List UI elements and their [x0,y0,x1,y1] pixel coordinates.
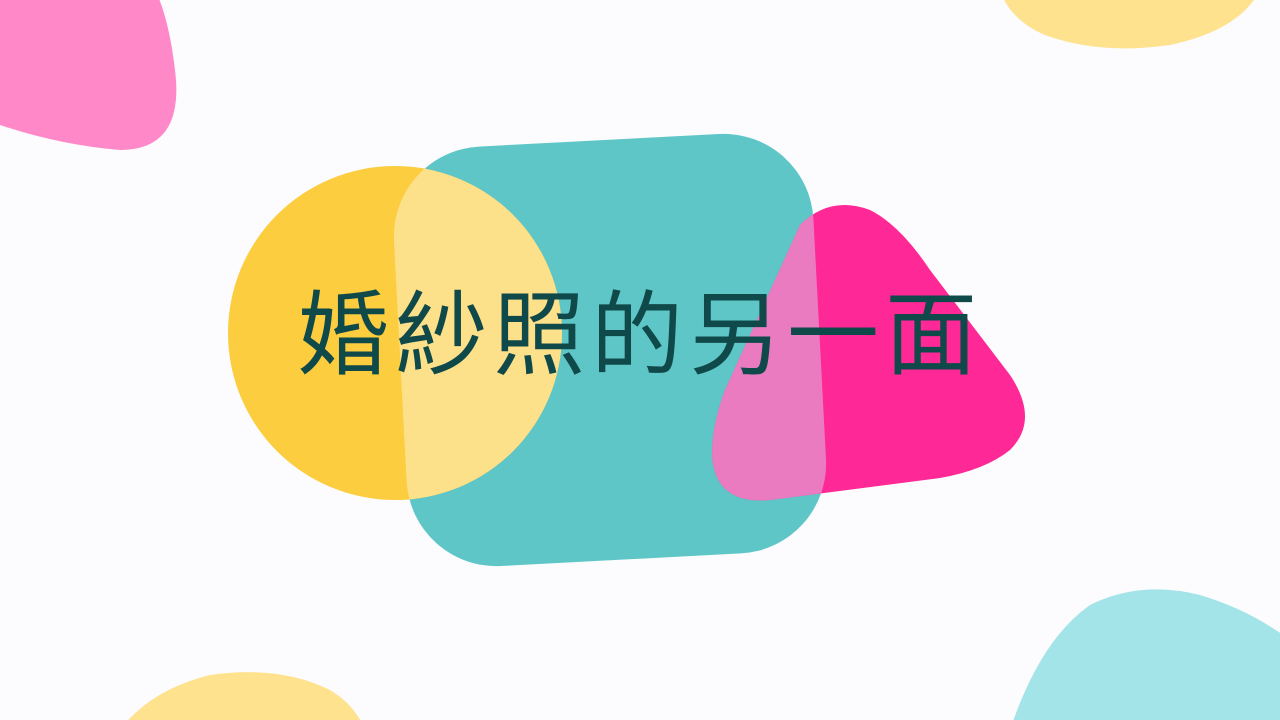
page-title: 婚紗照的另一面 [296,282,983,389]
yellow-top-right-shape [1004,0,1254,49]
pink-triangle-shape [0,0,177,150]
light-blue-blob-shape [1013,589,1280,720]
yellow-bottom-left-shape [128,672,361,720]
magenta-overlap-shape [712,205,831,501]
